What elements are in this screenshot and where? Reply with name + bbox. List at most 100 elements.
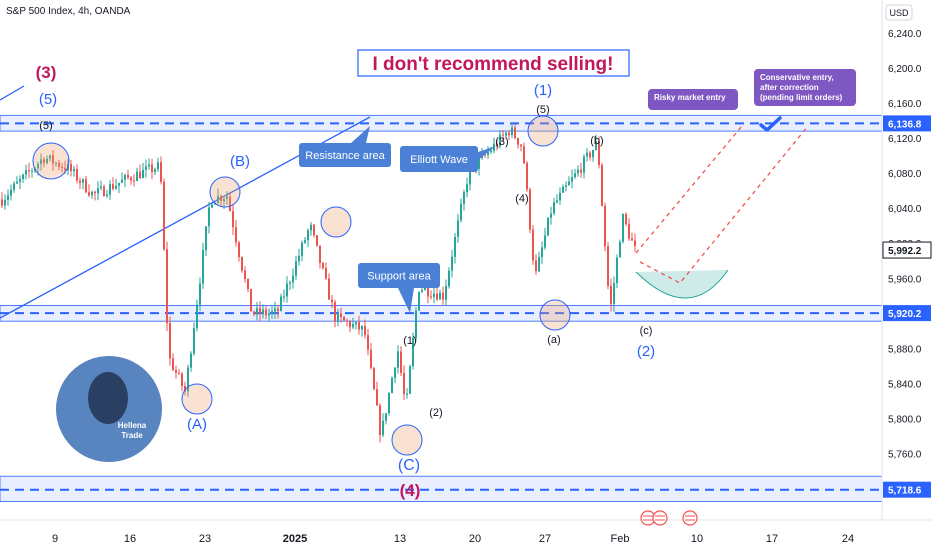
candle-body xyxy=(4,199,6,206)
candle-body xyxy=(391,378,393,393)
candle-body xyxy=(79,180,81,183)
candle-body xyxy=(337,313,339,322)
candle-body xyxy=(310,224,312,231)
candle-body xyxy=(58,162,60,168)
y-tick-label: 6,080.0 xyxy=(888,169,922,180)
candle-body xyxy=(13,183,15,190)
candle-body xyxy=(550,213,552,218)
candle-body xyxy=(139,171,141,179)
candle-body xyxy=(205,226,207,251)
candle-body xyxy=(268,313,270,316)
candle-body xyxy=(430,296,432,298)
candle-body xyxy=(286,283,288,297)
candle-body xyxy=(499,134,501,147)
callout-pointer xyxy=(478,146,496,160)
y-tick-label: 6,040.0 xyxy=(888,204,922,215)
candle-body xyxy=(43,159,45,163)
candle-body xyxy=(277,308,279,312)
candle-body xyxy=(415,310,417,338)
candle-body xyxy=(370,349,372,369)
candle-body xyxy=(115,185,117,189)
wave-circle-3 xyxy=(181,383,213,415)
wave-label-0: (3) xyxy=(36,63,57,82)
candle-body xyxy=(574,173,576,178)
candle-body xyxy=(271,311,273,314)
x-tick-label: Feb xyxy=(611,533,630,545)
candle-body xyxy=(328,278,330,300)
candle-body xyxy=(289,282,291,284)
candle-body xyxy=(250,288,252,312)
candle-body xyxy=(598,141,600,166)
price-label-2: 5,920.2 xyxy=(888,309,922,320)
candle-body xyxy=(157,162,159,170)
candle-body xyxy=(193,328,195,354)
candle-body xyxy=(385,413,387,421)
candle-body xyxy=(634,240,636,247)
wave-label-9: (b) xyxy=(590,135,603,147)
candle-body xyxy=(373,368,375,390)
candle-body xyxy=(307,230,309,241)
candle-body xyxy=(25,170,27,175)
y-tick-label: 6,120.0 xyxy=(888,134,922,145)
price-label-bg-1 xyxy=(882,241,932,259)
candle-body xyxy=(37,163,39,169)
candle-body xyxy=(10,189,12,196)
candle-body xyxy=(301,242,303,256)
wave-label-4: (A) xyxy=(187,416,207,433)
candle-body xyxy=(625,214,627,225)
candle-body xyxy=(595,141,597,150)
candle-body xyxy=(460,203,462,221)
candle-body xyxy=(544,235,546,248)
symbol-title: S&P 500 Index, 4h, OANDA xyxy=(6,6,131,17)
us-flag-icon[interactable] xyxy=(652,510,668,526)
candle-body xyxy=(397,351,399,368)
candle-body xyxy=(427,287,429,297)
candle-body xyxy=(121,179,123,183)
candle-body xyxy=(478,158,480,169)
candle-body xyxy=(280,296,282,312)
candle-body xyxy=(520,144,522,147)
x-tick-label: 27 xyxy=(539,533,551,545)
candle-body xyxy=(487,152,489,155)
candle-body xyxy=(628,224,630,239)
candle-body xyxy=(88,192,90,196)
candle-body xyxy=(184,385,186,392)
wave-label-12: (2) xyxy=(637,343,655,360)
candle-body xyxy=(409,366,411,394)
entry-note-box xyxy=(648,89,738,110)
candle-body xyxy=(496,143,498,147)
candle-body xyxy=(319,245,321,264)
entry-note-box xyxy=(754,69,856,106)
candle-body xyxy=(202,250,204,284)
candle-body xyxy=(175,370,177,373)
candle-body xyxy=(91,191,93,196)
price-label-bg-0 xyxy=(883,115,931,132)
candle-body xyxy=(133,180,135,182)
candle-body xyxy=(388,392,390,414)
candle-body xyxy=(484,154,486,156)
y-tick-label: 5,840.0 xyxy=(888,379,922,390)
callout-pointer xyxy=(351,126,370,143)
us-flag-icon[interactable] xyxy=(682,510,698,526)
x-tick-label: 23 xyxy=(199,533,211,545)
entry-note-line: (pending limit orders) xyxy=(760,93,843,102)
watermark-portrait xyxy=(88,372,128,424)
candle-body xyxy=(577,169,579,174)
candle-body xyxy=(526,163,528,190)
candle-body xyxy=(127,174,129,178)
trend-line-upper xyxy=(0,85,25,101)
candle-body xyxy=(172,358,174,371)
currency-box[interactable] xyxy=(885,4,913,21)
candle-body xyxy=(505,132,507,136)
candle-body xyxy=(217,196,219,203)
candle-body xyxy=(352,324,354,328)
wave-label-7: (3) xyxy=(495,136,508,148)
price-label-0: 6,136.8 xyxy=(888,119,922,130)
candle-body xyxy=(517,138,519,145)
candle-body xyxy=(463,192,465,204)
entry-note-line: after correction xyxy=(760,83,819,92)
candle-body xyxy=(586,152,588,157)
watermark-line-2: Trade xyxy=(121,431,143,440)
candle-body xyxy=(571,177,573,182)
